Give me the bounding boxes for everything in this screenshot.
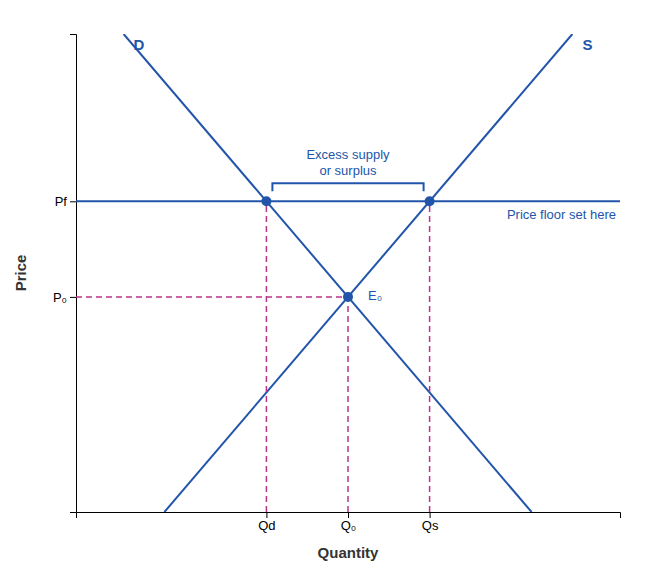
annotation-line: Excess supply xyxy=(306,147,390,162)
guide-line xyxy=(76,296,348,298)
point xyxy=(425,196,435,206)
x-tick-label: Qs xyxy=(422,518,439,533)
guide-line xyxy=(266,201,268,512)
point xyxy=(343,292,353,302)
point xyxy=(261,196,271,206)
labels: D S Price floor set here E₀ Excess supplyor … xyxy=(134,36,616,303)
series-line xyxy=(164,34,572,512)
annotation: E₀ xyxy=(368,288,382,303)
annotation-line: or surplus xyxy=(319,163,377,178)
y-axis: P₀ Pf xyxy=(53,35,77,513)
series-label: Price floor set here xyxy=(507,207,616,222)
chart-container: Qd Q₀ Qs P₀ Pf Quantity Price D S Price floor set… xyxy=(0,0,650,578)
annotation: Excess supplyor surplus xyxy=(306,147,390,178)
x-axis: Qd Q₀ Qs xyxy=(77,512,621,533)
x-axis-line xyxy=(77,513,621,519)
plot-area xyxy=(76,34,620,512)
x-tick-mark xyxy=(348,512,349,518)
x-tick-mark xyxy=(430,512,431,518)
y-tick-label: Pf xyxy=(55,194,68,209)
y-tick: P₀ xyxy=(53,290,76,305)
y-axis-title: Price xyxy=(12,255,29,292)
guide-line xyxy=(429,201,431,512)
x-tick: Q₀ xyxy=(341,512,357,533)
guide-line xyxy=(347,297,349,512)
chart-svg: Qd Q₀ Qs P₀ Pf Quantity Price D S Price floor set… xyxy=(0,0,650,578)
y-tick-mark xyxy=(70,297,76,298)
x-axis-title: Quantity xyxy=(318,544,379,561)
annotation-line: E₀ xyxy=(368,288,382,303)
y-tick: Pf xyxy=(55,194,76,209)
series-line xyxy=(124,34,532,512)
y-tick-label: P₀ xyxy=(53,290,67,305)
x-tick-label: Q₀ xyxy=(341,518,357,533)
x-tick: Qd xyxy=(258,512,275,533)
x-tick-mark xyxy=(266,512,267,518)
bracket xyxy=(272,183,423,191)
y-tick-mark xyxy=(70,201,76,202)
y-axis-line xyxy=(70,35,77,513)
series-label: S xyxy=(582,36,592,53)
series-line xyxy=(76,200,620,202)
x-tick-label: Qd xyxy=(258,518,275,533)
series-label: D xyxy=(134,36,145,53)
x-tick: Qs xyxy=(422,512,439,533)
